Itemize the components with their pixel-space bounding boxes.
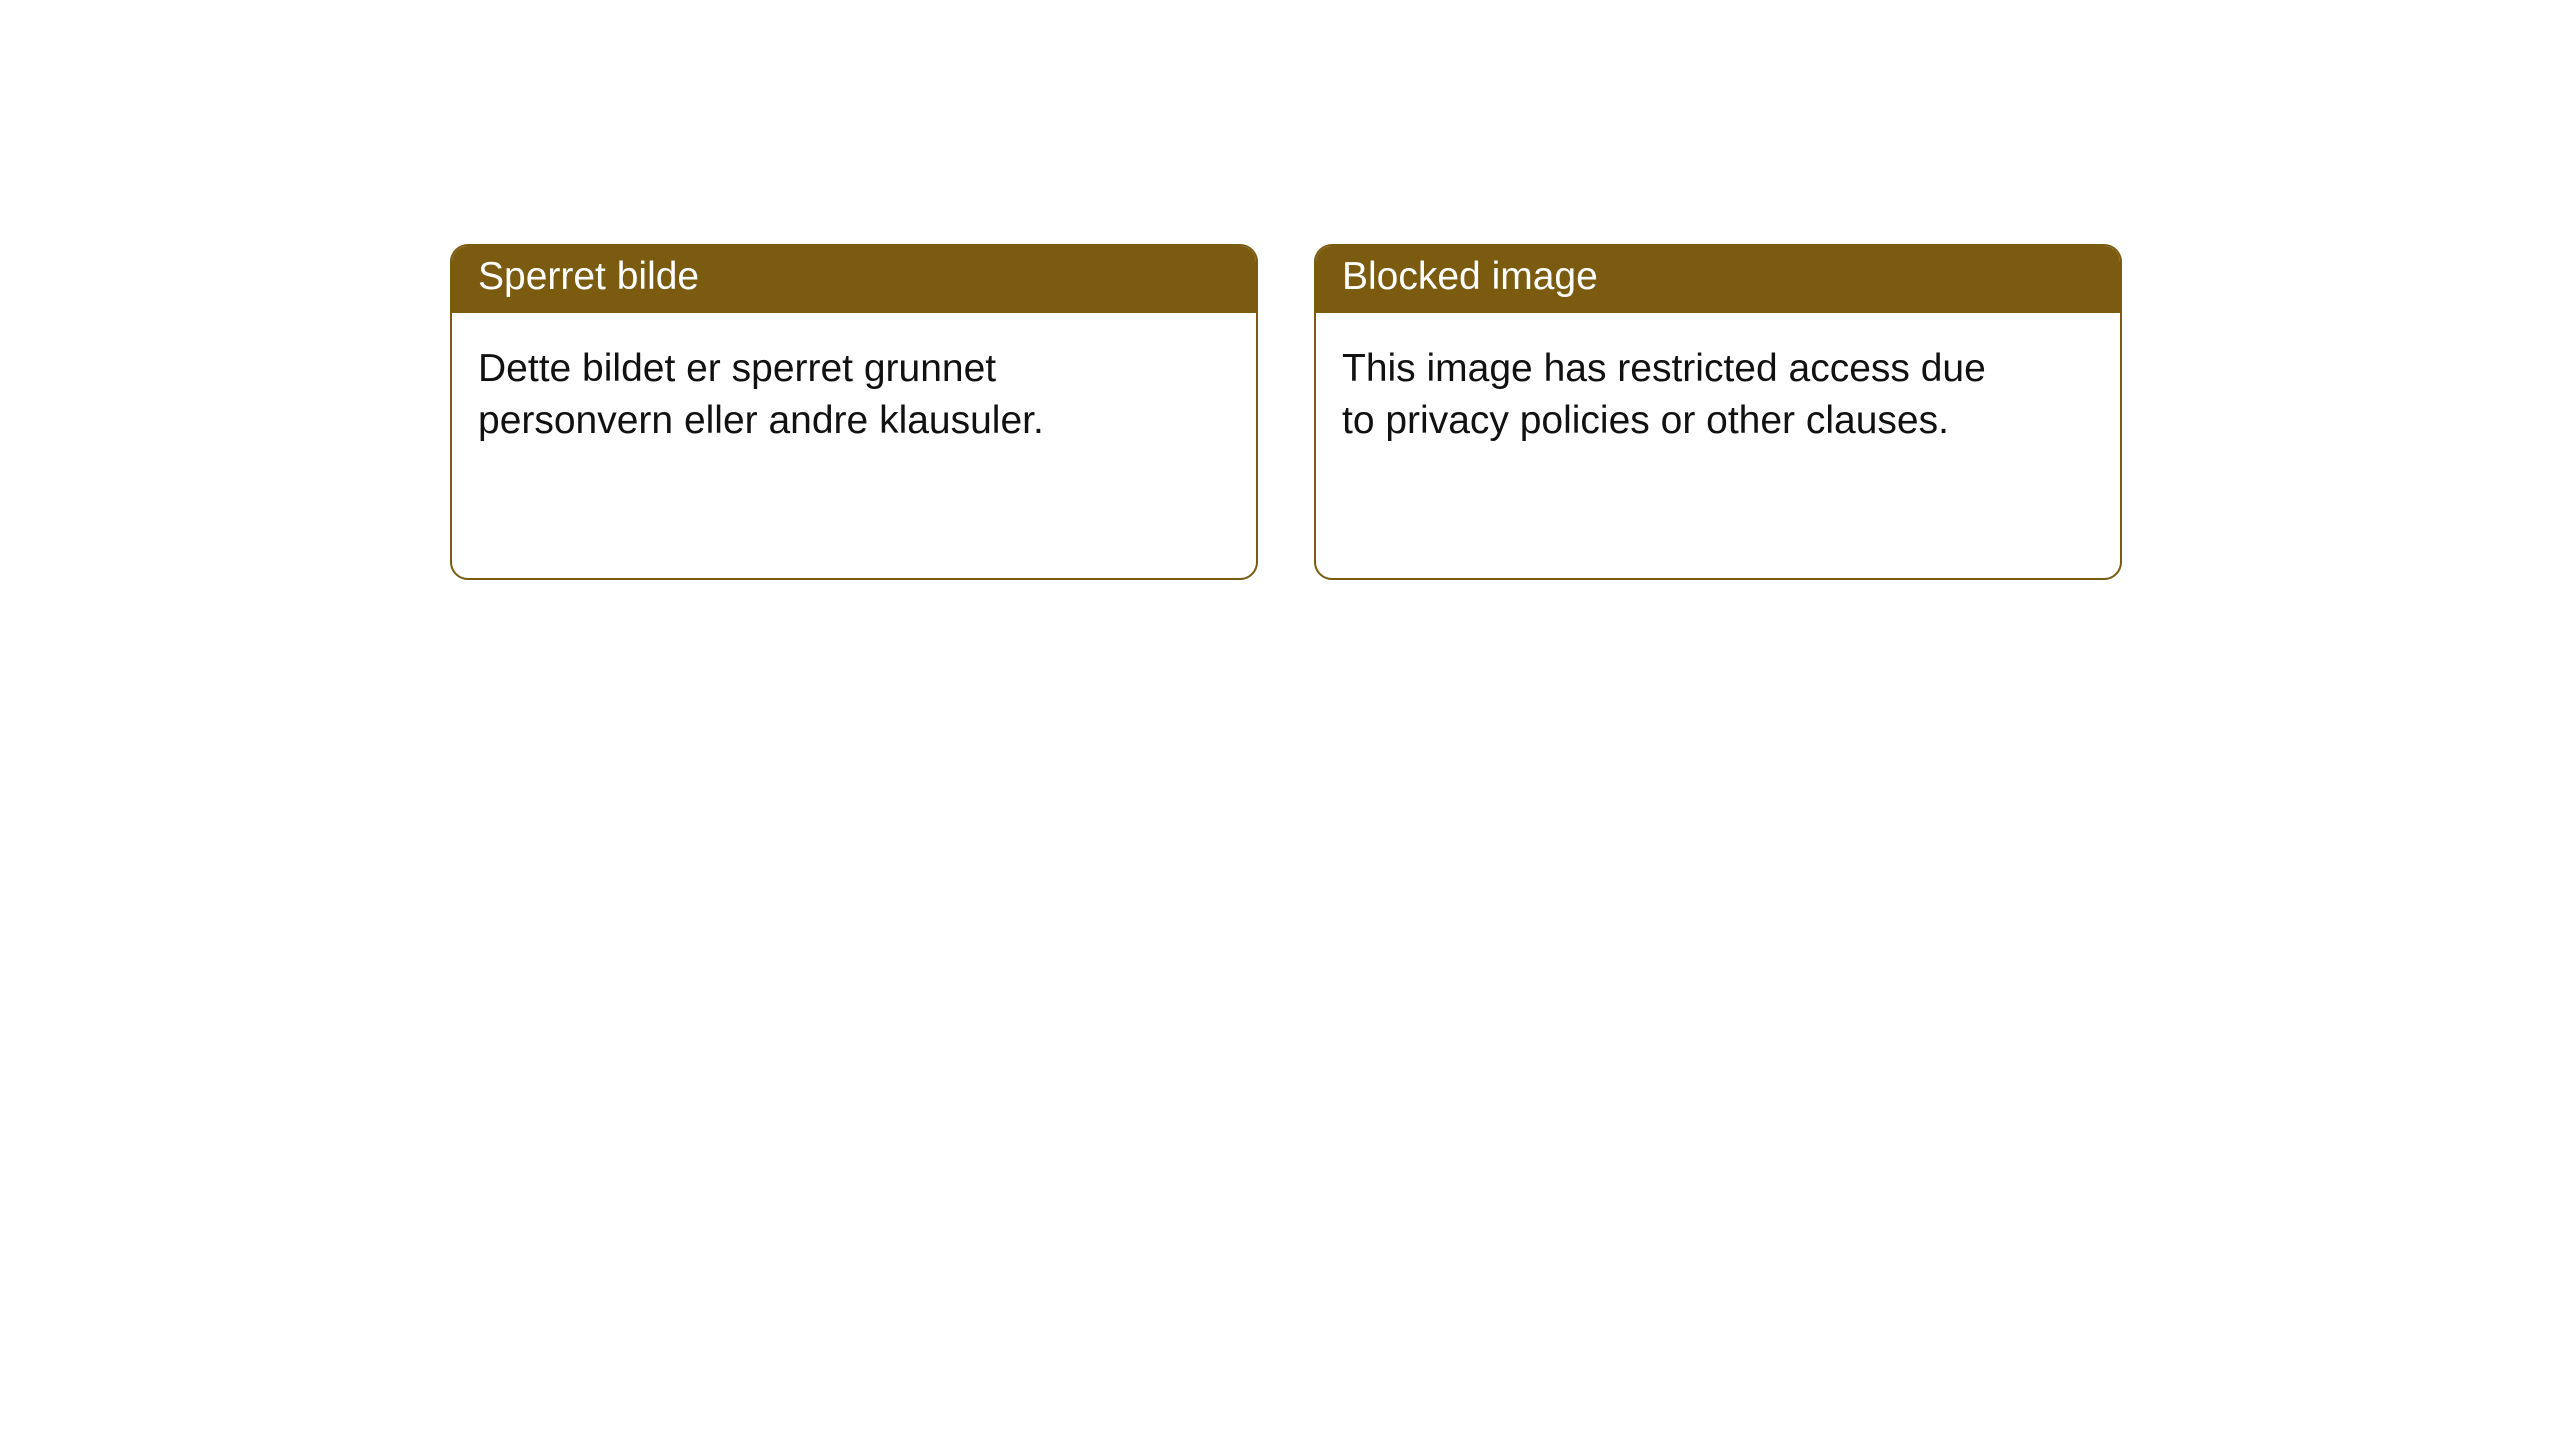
notice-container: Sperret bilde Dette bildet er sperret gr… (0, 0, 2560, 580)
notice-card-norwegian: Sperret bilde Dette bildet er sperret gr… (450, 244, 1258, 580)
notice-title: Sperret bilde (452, 246, 1256, 313)
notice-body: Dette bildet er sperret grunnet personve… (452, 313, 1172, 477)
notice-body: This image has restricted access due to … (1316, 313, 2036, 477)
notice-title: Blocked image (1316, 246, 2120, 313)
notice-card-english: Blocked image This image has restricted … (1314, 244, 2122, 580)
